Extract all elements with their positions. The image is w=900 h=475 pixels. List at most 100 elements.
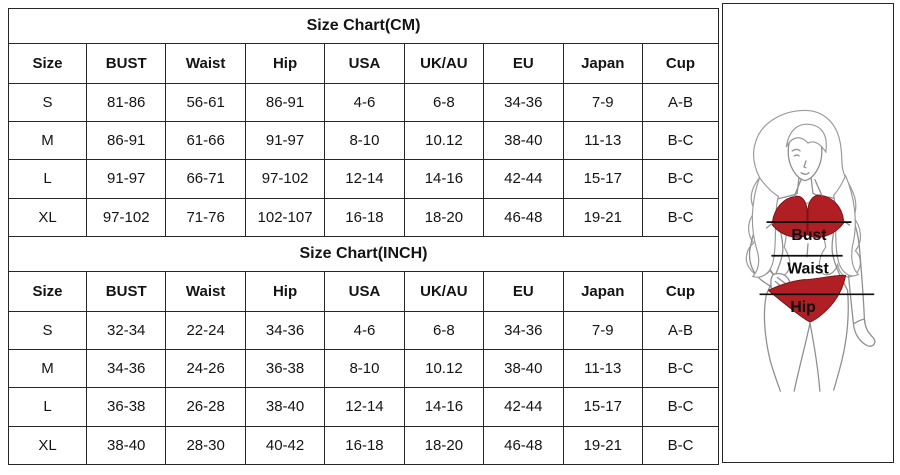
value-cell: 10.12: [403, 120, 485, 161]
value-cell: 38-40: [244, 387, 326, 427]
value-cell: 61-66: [165, 120, 246, 161]
table-header-row: Size BUST Waist Hip USA UK/AU EU Japan Cup: [8, 271, 720, 312]
value-cell: 46-48: [483, 197, 564, 237]
column-header: Hip: [244, 271, 326, 312]
value-cell: 34-36: [244, 310, 326, 350]
hair-strand-right: [833, 174, 860, 277]
size-cell: M: [8, 120, 87, 161]
face-features: [791, 148, 810, 175]
table-header-row: Size BUST Waist Hip USA UK/AU EU Japan Cup: [8, 43, 720, 84]
value-cell: 42-44: [483, 387, 564, 427]
column-header: EU: [483, 43, 564, 84]
value-cell: 34-36: [483, 310, 564, 350]
table-row: XL 38-40 28-30 40-42 16-18 18-20 46-48 19-21 B-C: [8, 425, 720, 466]
column-header: BUST: [85, 43, 167, 84]
column-header: Cup: [641, 43, 720, 84]
bust-label: Bust: [791, 227, 827, 244]
bikini-straps: [765, 178, 851, 229]
value-cell: 91-97: [85, 159, 167, 199]
value-cell: 7-9: [562, 82, 643, 122]
value-cell: 10.12: [403, 348, 485, 389]
size-cell: L: [8, 159, 87, 199]
size-cell: L: [8, 387, 87, 427]
value-cell: 40-42: [244, 425, 326, 466]
column-header: Hip: [244, 43, 326, 84]
value-cell: 28-30: [165, 425, 246, 466]
value-cell: 12-14: [324, 159, 405, 199]
table-row: S 81-86 56-61 86-91 4-6 6-8 34-36 7-9 A-B: [8, 82, 720, 122]
column-header: Waist: [165, 271, 246, 312]
size-chart-table: Size Chart(CM) Size BUST Waist Hip USA UK/AU EU…: [8, 7, 720, 466]
table-row: M 34-36 24-26 36-38 8-10 10.12 38-40 11-13 B-C: [8, 348, 720, 389]
column-header: Japan: [562, 271, 643, 312]
table-title-row: Size Chart(CM): [8, 7, 719, 45]
value-cell: 18-20: [403, 425, 485, 466]
column-header: Size: [8, 271, 87, 312]
value-cell: 6-8: [403, 82, 485, 122]
value-cell: 81-86: [85, 82, 167, 122]
column-header: UK/AU: [403, 43, 485, 84]
table-row: XL 97-102 71-76 102-107 16-18 18-20 46-48 19-21…: [8, 197, 720, 237]
neck-lines: [796, 176, 814, 195]
woman-measurement-illustration: Bust Waist Hip: [745, 109, 876, 392]
leg-lines: [763, 289, 849, 392]
right-hand-shape: [852, 318, 876, 347]
bikini-top-left-cup: [771, 195, 808, 238]
value-cell: 16-18: [324, 425, 405, 466]
size-cell: S: [8, 82, 87, 122]
value-cell: 36-38: [244, 348, 326, 389]
value-cell: 46-48: [483, 425, 564, 466]
value-cell: A-B: [641, 82, 720, 122]
table-title: Size Chart(CM): [8, 7, 719, 45]
value-cell: 97-102: [244, 159, 326, 199]
value-cell: 56-61: [165, 82, 246, 122]
value-cell: B-C: [641, 425, 720, 466]
value-cell: 38-40: [483, 348, 564, 389]
value-cell: 8-10: [324, 120, 405, 161]
table-title-row: Size Chart(INCH): [8, 235, 719, 273]
value-cell: B-C: [641, 159, 720, 199]
value-cell: 18-20: [403, 197, 485, 237]
value-cell: 22-24: [165, 310, 246, 350]
table-row: M 86-91 61-66 91-97 8-10 10.12 38-40 11-13 B-C: [8, 120, 720, 161]
value-cell: B-C: [641, 387, 720, 427]
value-cell: 24-26: [165, 348, 246, 389]
table-row: S 32-34 22-24 34-36 4-6 6-8 34-36 7-9 A-B: [8, 310, 720, 350]
value-cell: 102-107: [244, 197, 326, 237]
column-header: Size: [8, 43, 87, 84]
value-cell: 86-91: [85, 120, 167, 161]
size-cell: M: [8, 348, 87, 389]
value-cell: 14-16: [403, 387, 485, 427]
size-cell: XL: [8, 425, 87, 466]
value-cell: B-C: [641, 348, 720, 389]
table-title: Size Chart(INCH): [8, 235, 719, 273]
value-cell: 91-97: [244, 120, 326, 161]
value-cell: 34-36: [85, 348, 167, 389]
value-cell: 34-36: [483, 82, 564, 122]
value-cell: 15-17: [562, 159, 643, 199]
hair-strand-left: [751, 176, 780, 278]
table-row: L 91-97 66-71 97-102 12-14 14-16 42-44 15-17 B-C: [8, 159, 720, 199]
size-cell: XL: [8, 197, 87, 237]
value-cell: 36-38: [85, 387, 167, 427]
value-cell: 11-13: [562, 348, 643, 389]
value-cell: 38-40: [483, 120, 564, 161]
column-header: USA: [324, 271, 405, 312]
hip-label: Hip: [790, 299, 815, 316]
hair-bang: [785, 123, 827, 154]
column-header: USA: [324, 43, 405, 84]
value-cell: 71-76: [165, 197, 246, 237]
value-cell: 86-91: [244, 82, 326, 122]
measurement-figure-panel: Bust Waist Hip: [722, 3, 894, 463]
value-cell: 19-21: [562, 197, 643, 237]
value-cell: 8-10: [324, 348, 405, 389]
value-cell: 19-21: [562, 425, 643, 466]
value-cell: 42-44: [483, 159, 564, 199]
value-cell: 12-14: [324, 387, 405, 427]
value-cell: 32-34: [85, 310, 167, 350]
value-cell: 38-40: [85, 425, 167, 466]
bikini-bottom-shape: [767, 274, 847, 323]
value-cell: 97-102: [85, 197, 167, 237]
column-header: BUST: [85, 271, 167, 312]
